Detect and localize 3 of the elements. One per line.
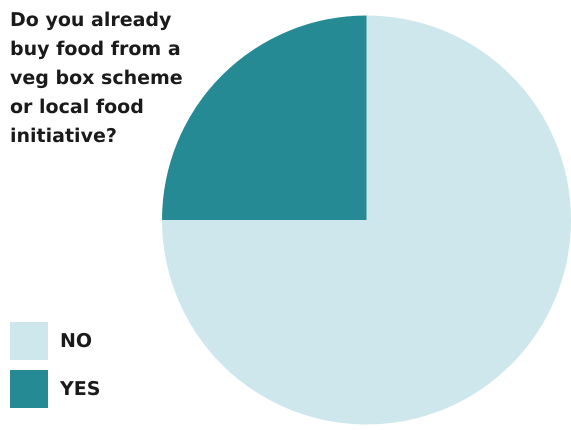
text: Do you already buy food from a veg box scheme or local food initiative? — [10, 8, 184, 149]
legend-label: YES — [60, 378, 100, 400]
legend-label: NO — [60, 330, 92, 352]
